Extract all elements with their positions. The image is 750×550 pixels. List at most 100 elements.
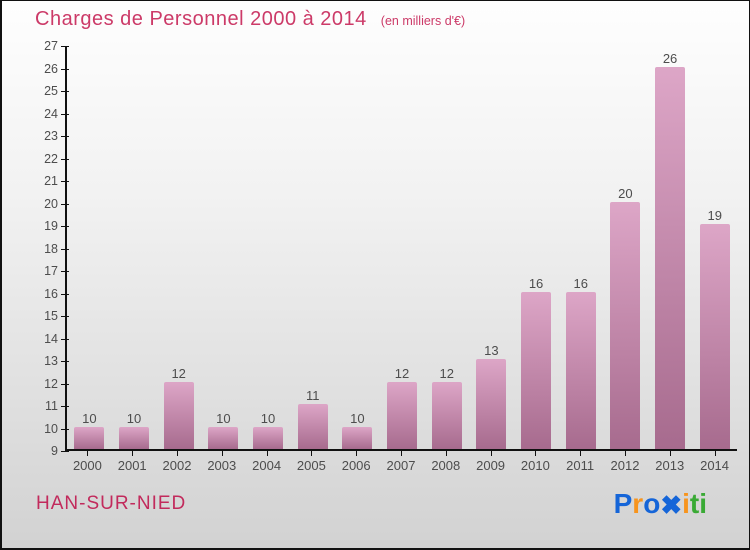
y-tick-mark-23 bbox=[61, 136, 69, 137]
bar-value-label-2005: 11 bbox=[305, 388, 320, 403]
x-tick-mark-2003 bbox=[221, 451, 223, 456]
y-tick-label-10: 10 bbox=[44, 421, 58, 436]
x-tick-mark-2011 bbox=[580, 451, 582, 456]
y-tick-label-16: 16 bbox=[44, 286, 58, 301]
bar-2012 bbox=[610, 201, 641, 449]
bar-value-label-2014: 19 bbox=[707, 208, 722, 223]
x-slot-2013: 2013 bbox=[647, 451, 692, 475]
x-slot-2014: 2014 bbox=[692, 451, 737, 475]
bar-slot-2001: 10 bbox=[112, 46, 157, 449]
y-tick-mark-11 bbox=[61, 406, 69, 407]
x-tick-mark-2001 bbox=[132, 451, 134, 456]
bar-value-label-2010: 16 bbox=[528, 275, 544, 291]
y-tick-label-11: 11 bbox=[45, 399, 58, 413]
y-tick-label-25: 25 bbox=[44, 84, 58, 98]
logo-letter-1: r bbox=[632, 488, 644, 519]
bar-slot-2013: 26 bbox=[648, 46, 693, 449]
bar-value-label-2004: 10 bbox=[260, 410, 276, 426]
y-tick-label-22: 22 bbox=[44, 151, 58, 166]
x-tick-label-2012: 2012 bbox=[610, 458, 640, 473]
x-tick-label-2005: 2005 bbox=[296, 458, 326, 473]
logo-letter-5: t bbox=[689, 488, 700, 519]
bar-2009 bbox=[476, 359, 507, 449]
x-tick-mark-2002 bbox=[176, 451, 178, 456]
bar-value-label-2003: 10 bbox=[216, 410, 231, 426]
logo-letter-6: i bbox=[699, 488, 707, 519]
y-tick-mark-12 bbox=[61, 383, 69, 385]
y-tick-mark-27 bbox=[61, 46, 69, 47]
y-tick-label-27: 27 bbox=[44, 39, 58, 53]
bar-2006 bbox=[342, 426, 373, 449]
bar-2005 bbox=[297, 404, 328, 449]
location-label: HAN-SUR-NIED bbox=[36, 493, 187, 514]
y-tick-mark-9 bbox=[61, 451, 69, 452]
x-tick-label-2008: 2008 bbox=[431, 458, 461, 473]
x-slot-2008: 2008 bbox=[423, 451, 468, 475]
x-tick-mark-2009 bbox=[490, 451, 492, 456]
y-tick-mark-15 bbox=[61, 316, 69, 317]
x-slot-2000: 2000 bbox=[65, 451, 110, 475]
x-tick-label-2000: 2000 bbox=[72, 458, 102, 473]
bar-value-label-2001: 10 bbox=[126, 410, 142, 426]
y-tick-label-24: 24 bbox=[44, 106, 58, 121]
x-tick-label-2010: 2010 bbox=[520, 458, 550, 473]
x-tick-label-2001: 2001 bbox=[117, 458, 147, 473]
x-tick-mark-2014 bbox=[714, 451, 716, 456]
x-slot-2005: 2005 bbox=[289, 451, 334, 475]
x-tick-label-2007: 2007 bbox=[386, 458, 416, 473]
y-tick-mark-21 bbox=[61, 181, 69, 182]
y-tick-label-13: 13 bbox=[44, 354, 58, 368]
y-tick-mark-10 bbox=[61, 428, 69, 430]
y-tick-mark-13 bbox=[61, 361, 69, 362]
bar-value-label-2009: 13 bbox=[484, 343, 499, 358]
x-slot-2002: 2002 bbox=[155, 451, 200, 475]
bar-value-label-2000: 10 bbox=[82, 410, 97, 426]
x-tick-label-2009: 2009 bbox=[476, 458, 506, 473]
y-tick-mark-19 bbox=[61, 226, 69, 227]
x-tick-label-2006: 2006 bbox=[341, 458, 371, 473]
bar-value-label-2008: 12 bbox=[439, 365, 454, 381]
y-tick-label-19: 19 bbox=[44, 219, 58, 233]
y-tick-mark-17 bbox=[61, 271, 69, 272]
y-tick-label-23: 23 bbox=[44, 129, 58, 143]
x-slot-2001: 2001 bbox=[110, 451, 155, 475]
logo-letter-3: ✖ bbox=[660, 490, 683, 520]
bar-value-label-2006: 10 bbox=[350, 410, 365, 426]
y-tick-mark-18 bbox=[61, 248, 69, 250]
bar-slot-2008: 12 bbox=[424, 46, 469, 449]
x-slot-2003: 2003 bbox=[199, 451, 244, 475]
x-tick-mark-2005 bbox=[311, 451, 313, 456]
x-tick-label-2013: 2013 bbox=[655, 458, 685, 473]
bar-2001 bbox=[119, 426, 149, 449]
x-slot-2012: 2012 bbox=[603, 451, 648, 475]
x-tick-label-2014: 2014 bbox=[700, 458, 730, 473]
bar-slot-2005: 11 bbox=[290, 46, 335, 449]
y-tick-mark-24 bbox=[61, 113, 69, 115]
x-tick-label-2002: 2002 bbox=[162, 458, 192, 473]
x-tick-mark-2004 bbox=[266, 451, 268, 456]
bar-2008 bbox=[431, 381, 462, 449]
bar-slot-2009: 13 bbox=[469, 46, 514, 449]
y-tick-label-26: 26 bbox=[44, 61, 58, 76]
y-tick-mark-22 bbox=[61, 158, 69, 160]
y-tick-mark-16 bbox=[61, 293, 69, 295]
y-tick-mark-26 bbox=[61, 68, 69, 70]
bar-slot-2014: 19 bbox=[692, 46, 737, 449]
y-tick-label-21: 21 bbox=[44, 174, 58, 188]
x-tick-label-2003: 2003 bbox=[207, 458, 237, 473]
x-tick-mark-2012 bbox=[624, 451, 626, 456]
x-slot-2006: 2006 bbox=[334, 451, 379, 475]
bar-slot-2010: 16 bbox=[514, 46, 559, 449]
x-tick-mark-2013 bbox=[669, 451, 671, 456]
x-slot-2004: 2004 bbox=[244, 451, 289, 475]
logo-letter-0: P bbox=[613, 488, 633, 519]
bar-slot-2004: 10 bbox=[246, 46, 291, 449]
x-tick-label-2011: 2011 bbox=[566, 458, 595, 473]
bar-2014 bbox=[699, 224, 730, 449]
bar-slot-2006: 10 bbox=[335, 46, 380, 449]
x-axis-labels: 2000 2001 2002 2003 2004 2005 2006 2007 2008 2009… bbox=[65, 451, 737, 475]
y-tick-mark-20 bbox=[61, 203, 69, 205]
bar-slot-2012: 20 bbox=[603, 46, 648, 449]
bar-slot-2003: 10 bbox=[201, 46, 246, 449]
bar-slot-2007: 12 bbox=[380, 46, 425, 449]
